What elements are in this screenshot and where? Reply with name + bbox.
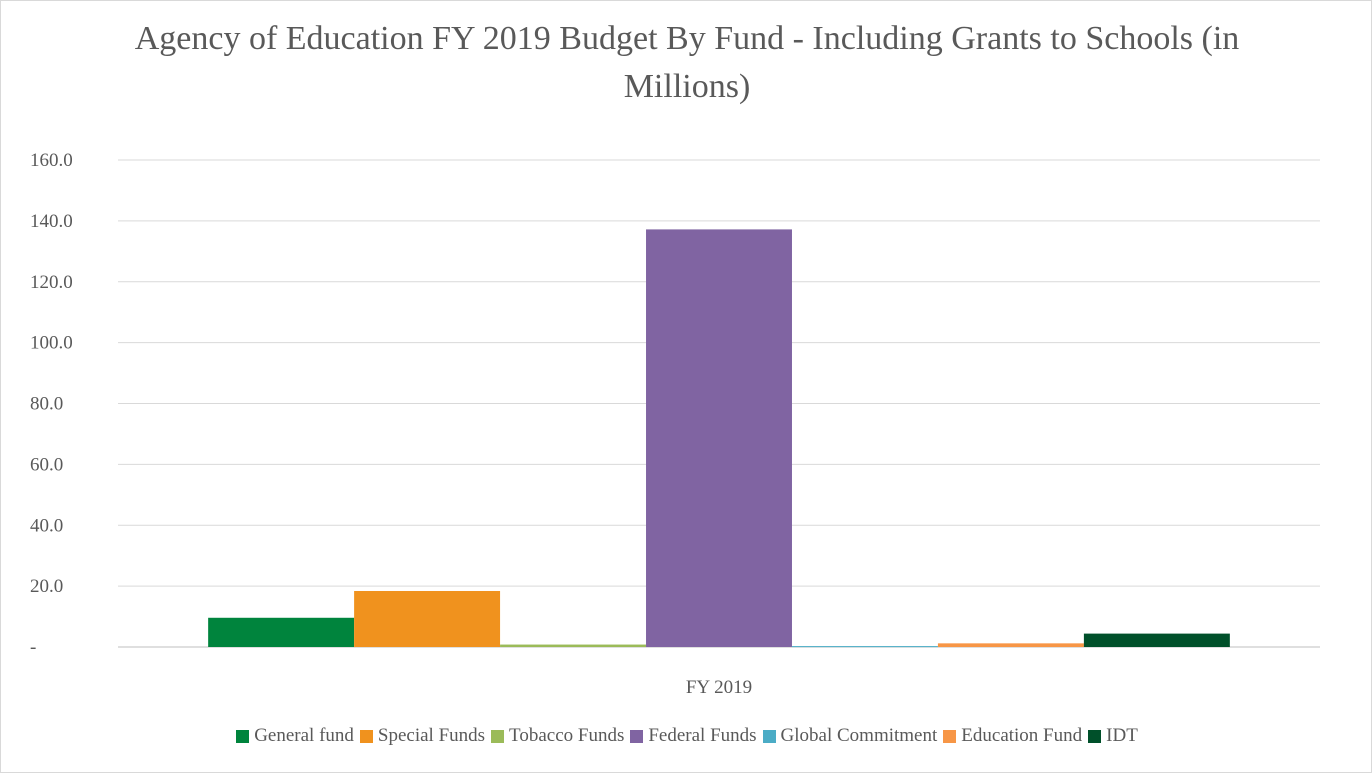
y-tick-label: 60.0 bbox=[30, 454, 63, 475]
legend-swatch bbox=[943, 729, 957, 743]
bar bbox=[354, 590, 501, 647]
legend-label: Global Commitment bbox=[780, 725, 938, 746]
legend-item: Federal Funds bbox=[630, 725, 757, 747]
legend-item: Special Funds bbox=[359, 725, 486, 747]
y-tick-label: 100.0 bbox=[30, 333, 73, 354]
legend-item: General fund bbox=[236, 725, 354, 747]
legend-swatch bbox=[762, 729, 776, 743]
bar bbox=[646, 229, 792, 647]
legend-item: Education Fund bbox=[943, 725, 1082, 747]
legend-label: Federal Funds bbox=[648, 725, 757, 746]
y-tick-label: - bbox=[30, 637, 36, 658]
chart-title: Agency of Education FY 2019 Budget By Fu… bbox=[134, 20, 1240, 105]
legend-swatch bbox=[630, 729, 644, 743]
legend-swatch bbox=[236, 729, 250, 743]
legend-item: Tobacco Funds bbox=[491, 725, 624, 747]
y-tick-label: 40.0 bbox=[30, 515, 63, 536]
bar bbox=[791, 646, 938, 648]
y-tick-label: 80.0 bbox=[30, 394, 63, 415]
y-tick-label: 20.0 bbox=[30, 576, 63, 597]
bar bbox=[1083, 633, 1230, 647]
legend-swatch bbox=[1088, 729, 1102, 743]
legend-item: IDT bbox=[1088, 725, 1138, 747]
bar bbox=[208, 617, 355, 647]
legend-label: Special Funds bbox=[377, 725, 486, 746]
bar bbox=[937, 643, 1084, 647]
y-tick-label: 140.0 bbox=[30, 211, 73, 232]
bar bbox=[500, 644, 647, 647]
legend-label: Tobacco Funds bbox=[509, 725, 625, 746]
y-tick-label: 120.0 bbox=[30, 272, 73, 293]
legend-label: IDT bbox=[1106, 725, 1138, 746]
legend-swatch bbox=[491, 729, 505, 743]
legend-label: Education Fund bbox=[961, 725, 1083, 746]
x-tick-label: FY 2019 bbox=[686, 677, 752, 698]
legend-swatch bbox=[359, 729, 373, 743]
legend-item: Global Commitment bbox=[762, 725, 938, 747]
y-tick-label: 160.0 bbox=[30, 150, 73, 171]
legend-label: General fund bbox=[254, 725, 354, 746]
chart-legend: General fund Special Funds Tobacco Funds Fe… bbox=[1, 725, 1372, 747]
